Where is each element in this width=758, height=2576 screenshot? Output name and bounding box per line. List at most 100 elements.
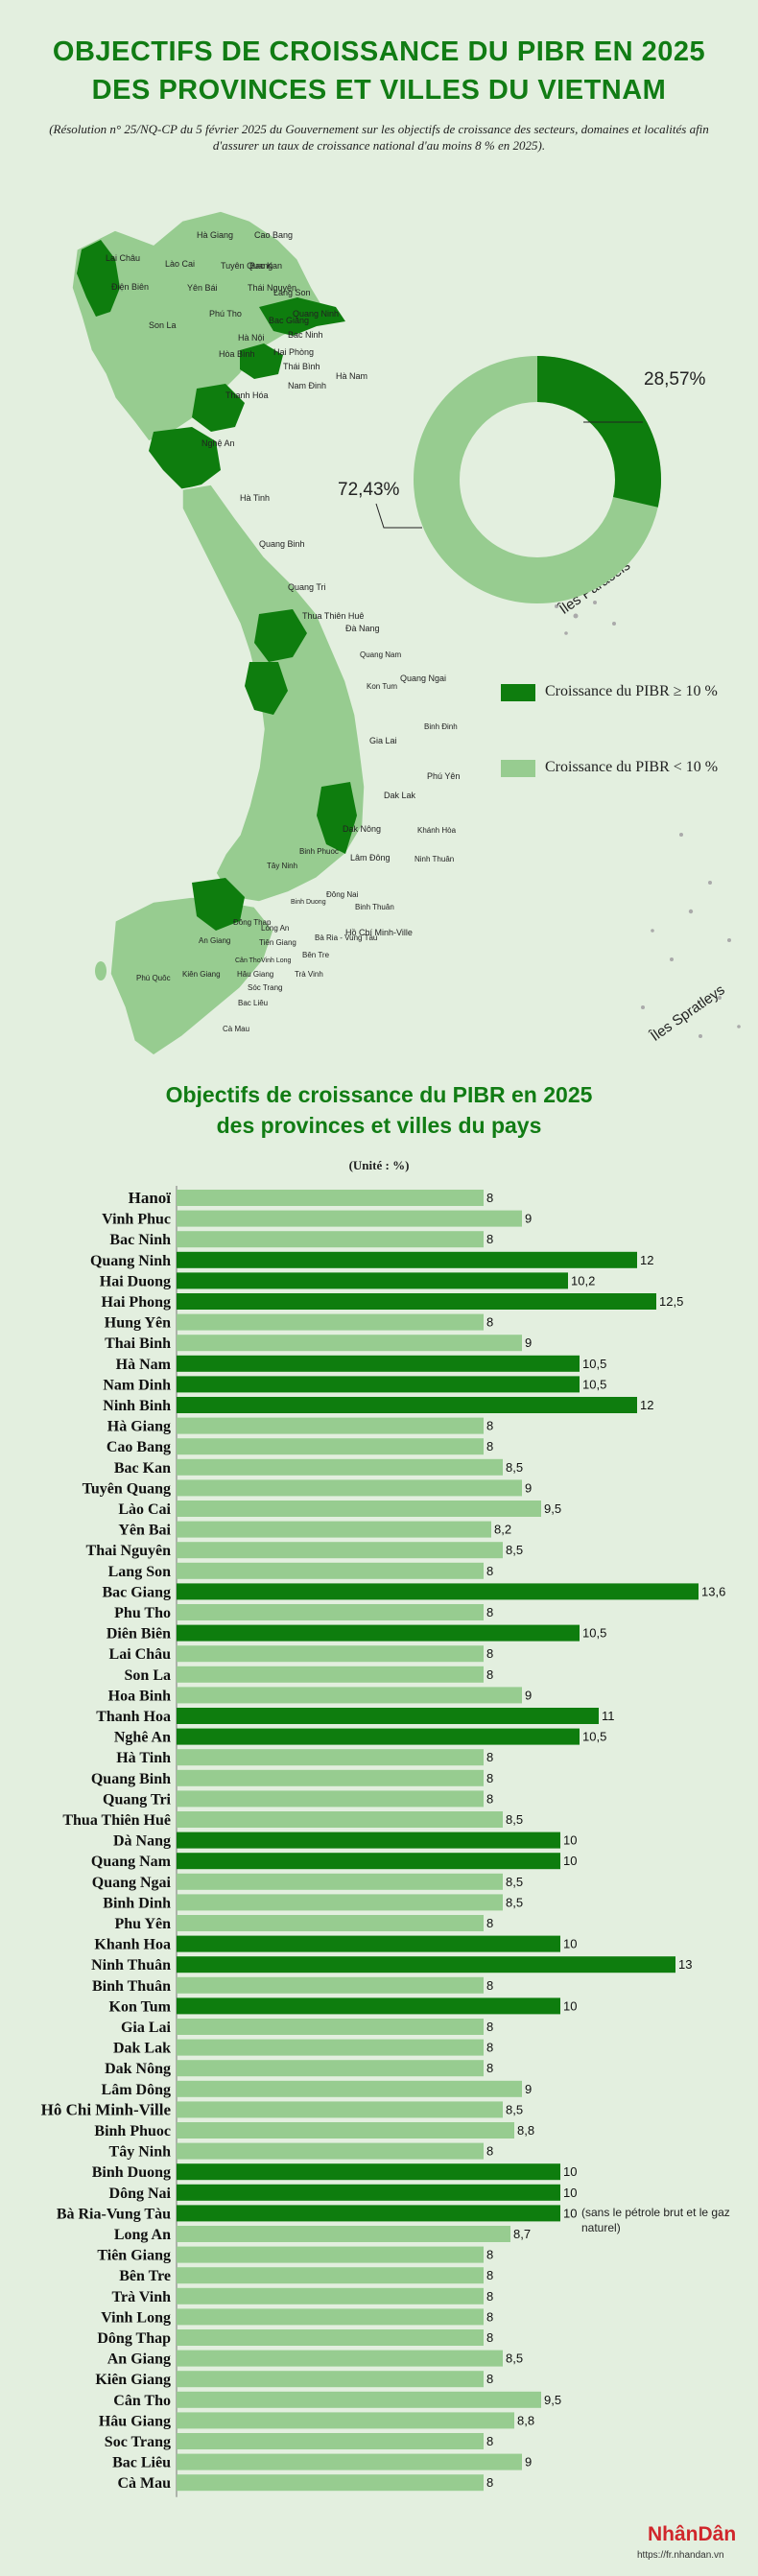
value-label: 8 — [486, 2372, 493, 2386]
category-label: Hung Yên — [105, 1315, 171, 1332]
value-label: 8 — [486, 1916, 493, 1930]
bar — [177, 1976, 484, 1994]
map-label-gialai: Gia Lai — [369, 736, 397, 745]
category-label: Bac Ninh — [109, 1232, 171, 1248]
bar — [177, 1624, 580, 1642]
map-label-cantho: Cân Tho — [235, 957, 261, 964]
category-label: Quang Tri — [103, 1791, 172, 1808]
map-label-phuquoc: Phú Quôc — [136, 974, 171, 982]
bar — [177, 1708, 599, 1724]
map-label-quangninh: Quang Ninh — [293, 309, 339, 319]
nhandan-logo: NhânDân — [648, 2523, 737, 2545]
category-label: Cà Mau — [117, 2475, 171, 2492]
bar — [177, 1997, 560, 2015]
legend-swatch-high — [501, 684, 535, 701]
map-label-haiphong: Hai Phòng — [273, 347, 314, 357]
value-label: 8 — [486, 2041, 493, 2055]
map-label-kontum: Kon Tum — [367, 682, 397, 691]
category-label: Bac Kan — [114, 1460, 171, 1477]
value-label: 10 — [563, 1854, 577, 1868]
category-label: Dak Lak — [113, 2041, 171, 2057]
bar — [177, 2433, 484, 2449]
category-label: Tuyên Quang — [83, 1480, 171, 1497]
map-label-thuathienhue: Thua Thiên Huê — [302, 611, 364, 621]
map-label-daknong: Dak Nông — [343, 824, 381, 834]
bar — [177, 1728, 580, 1745]
bar — [177, 1956, 675, 1973]
map-label-thainguyen: Thái Nguyên — [248, 283, 296, 293]
map-label-dongthap: Đông Thap — [233, 918, 272, 927]
map-label-khanhhoa: Khánh Hòa — [417, 826, 457, 835]
value-label: 8 — [486, 2144, 493, 2159]
category-label: Soc Trang — [105, 2434, 171, 2450]
value-label: 8 — [486, 1771, 493, 1785]
map-label-hanam: Hà Nam — [336, 371, 367, 381]
bar — [177, 2226, 510, 2242]
category-label: Phu Tho — [114, 1605, 171, 1621]
map-label-caobang: Cao Bang — [254, 230, 293, 240]
map-label-yenbai: Yên Bái — [187, 283, 218, 293]
category-label: Phu Yên — [114, 1916, 171, 1932]
bar — [177, 1231, 484, 1248]
bar — [177, 2453, 522, 2470]
value-label: 8 — [486, 2061, 493, 2075]
value-label: 8,7 — [513, 2227, 531, 2241]
map-label-lamdong: Lâm Đông — [350, 853, 391, 863]
bar — [177, 1935, 560, 1952]
map-label-binhdinh: Binh Đinh — [424, 722, 458, 731]
map-dienbien — [77, 240, 120, 317]
category-label: Quang Nam — [91, 1854, 172, 1870]
legend-label-low: Croissance du PIBR < 10 % — [545, 759, 719, 775]
category-label: Bac Liêu — [112, 2455, 171, 2471]
map-label-bariavungtau: Bà Ria - Vung Tàu — [315, 934, 377, 942]
value-label: 9 — [525, 1212, 532, 1226]
bar — [177, 1666, 484, 1683]
map-label-tuyenquang: Tuyên Quang — [221, 261, 272, 271]
value-label: 8 — [486, 1646, 493, 1661]
value-label: 10 — [563, 1998, 577, 2013]
value-label: 8 — [486, 1315, 493, 1330]
bar — [177, 1293, 656, 1310]
category-label: Tiên Giang — [97, 2248, 171, 2264]
map-labels: Hà Giang Cao Bang Lai Châu Lào Cai Tuyên… — [106, 230, 460, 1033]
value-label: 9 — [525, 2455, 532, 2470]
map-label-danang: Đà Nang — [345, 624, 380, 633]
donut-slice-high — [414, 356, 661, 603]
footer-url[interactable]: https://fr.nhandan.vn — [637, 2550, 724, 2561]
bariavungtau-annotation: (sans le pétrole brut et le gaz naturel) — [581, 2206, 730, 2234]
map-thanhhoa — [192, 384, 245, 432]
bar — [177, 1251, 637, 1268]
value-label: 10 — [563, 2164, 577, 2179]
value-label: 12,5 — [659, 1294, 683, 1309]
page-subtitle: (Résolution n° 25/NQ-CP du 5 février 202… — [49, 122, 709, 153]
bar-chart-unit: (Unité : %) — [348, 1158, 410, 1172]
category-label: Lai Châu — [109, 1646, 172, 1663]
map-label-dongnai: Đông Nai — [326, 890, 359, 899]
category-label: Cân Tho — [113, 2393, 171, 2409]
map-label-hanoi: Hà Nội — [238, 333, 265, 343]
value-label: 8 — [486, 1791, 493, 1806]
value-label: 8 — [486, 1564, 493, 1578]
value-label: 10,2 — [571, 1273, 595, 1288]
category-label: Thai Binh — [105, 1335, 171, 1352]
category-label: Dà Nang — [113, 1833, 171, 1850]
value-label: 8,5 — [506, 1895, 523, 1909]
category-label: Bac Giang — [102, 1584, 171, 1600]
value-label: 8 — [486, 1191, 493, 1205]
category-label: Nghê An — [114, 1730, 171, 1746]
bar — [177, 2412, 514, 2429]
bar — [177, 1542, 503, 1559]
map-label-phutho: Phú Tho — [209, 309, 242, 319]
bar — [177, 1790, 484, 1808]
value-label: 10 — [563, 1833, 577, 1848]
category-label: Ninh Thuân — [91, 1957, 171, 1973]
map-label-bacninh: Bac Ninh — [288, 330, 323, 340]
value-label: 8 — [486, 2309, 493, 2324]
bar — [177, 1853, 560, 1870]
donut-leader-lines — [375, 421, 643, 529]
value-label: 8 — [486, 1605, 493, 1619]
value-label: 8 — [486, 1232, 493, 1246]
value-label: 8,8 — [517, 2413, 534, 2427]
value-label: 8 — [486, 1978, 493, 1993]
map-label-hoabinh: Hòa Bình — [219, 349, 255, 359]
